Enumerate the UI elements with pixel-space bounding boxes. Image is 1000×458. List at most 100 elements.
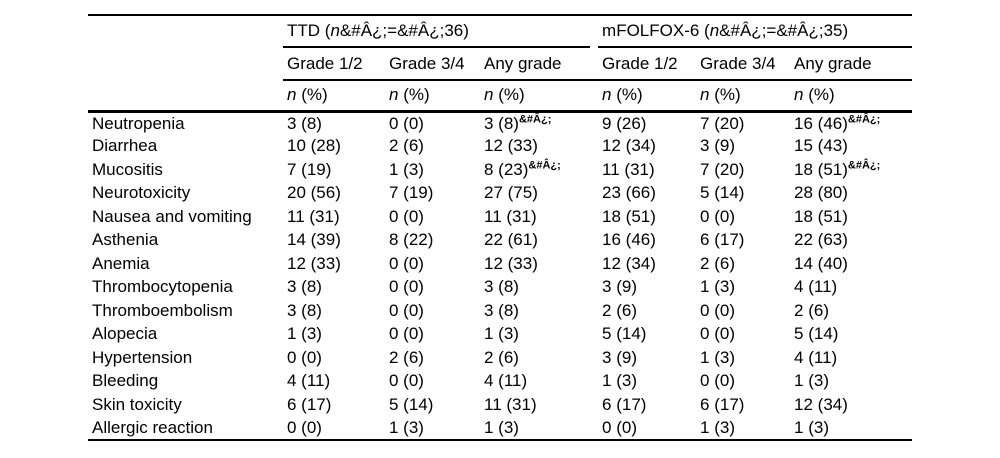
n-symbol: n [700,85,710,105]
cell-mfolfox-grade34: 6 (17) [700,394,745,414]
row-gap-cell [590,252,598,276]
cell-mfolfox-grade12: 23 (66) [602,183,656,203]
cell-ttd-anygrade: 1 (3) [484,324,519,344]
cell-ttd-grade12: 0 (0) [283,416,385,441]
table-row: Alopecia 1 (3) 0 (0) 1 (3) 5 (14) 0 (0) … [88,323,912,347]
row-gap-cell [590,205,598,229]
table-row: Neurotoxicity 20 (56) 7 (19) 27 (75) 23 … [88,182,912,206]
n-percent-header: n (%) [283,80,385,113]
cell-mfolfox-anygrade: 1 (3) [790,416,913,441]
cell-ttd-anygrade: 11 (31) [484,206,537,226]
cell-mfolfox-grade34: 1 (3) [700,347,735,367]
table-row: Bleeding 4 (11) 0 (0) 4 (11) 1 (3) 0 (0)… [88,370,912,394]
ttd-group-title-post: &#Â¿;=&#Â¿;36) [339,21,469,40]
cell-mfolfox-anygrade: 4 (11) [794,277,838,297]
cell-mfolfox-anygrade: 2 (6) [794,300,829,320]
adverse-event-label: Bleeding [92,371,159,391]
cell-ttd-grade12: 14 (39) [287,230,341,250]
cell-mfolfox-anygrade: 14 (40) [794,253,848,273]
cell-mfolfox-grade34: 7 (20) [700,159,745,179]
row-gap-cell [590,323,598,347]
cell-ttd-grade34: 0 (0) [389,253,424,273]
n-percent-header: n (%) [385,80,480,113]
n-percent-header: n (%) [480,80,591,113]
adverse-event-label: Alopecia [92,324,158,344]
cell-mfolfox-grade34: 1 (3) [696,416,791,441]
percent-label: (%) [493,85,525,105]
cell-mfolfox-anygrade: 18 (51)&#Â¿; [794,159,881,179]
cell-mfolfox-anygrade: 22 (63) [794,230,848,250]
cell-mfolfox-anygrade: 12 (34) [794,394,848,414]
adverse-event-label: Asthenia [92,230,159,250]
cell-mfolfox-grade34: 0 (0) [700,206,735,226]
row-gap-cell [590,182,598,206]
cell-mfolfox-grade12: 2 (6) [602,300,637,320]
footnote-marker: &#Â¿; [847,112,881,125]
cell-mfolfox-grade34: 7 (20) [700,113,745,133]
table-row: Thrombocytopenia 3 (8) 0 (0) 3 (8) 3 (9)… [88,276,912,300]
cell-mfolfox-grade34: 6 (17) [700,230,745,250]
adverse-event-label: Nausea and vomiting [92,206,252,226]
cell-ttd-grade12: 3 (8) [287,277,322,297]
cell-mfolfox-grade12: 12 (34) [602,136,656,156]
cell-mfolfox-grade12: 11 (31) [602,159,655,179]
table-row: Skin toxicity 6 (17) 5 (14) 11 (31) 6 (1… [88,393,912,417]
ttd-grade12-header: Grade 1/2 [283,47,385,81]
cell-ttd-grade34: 1 (3) [385,416,480,441]
cell-mfolfox-grade12: 1 (3) [602,371,637,391]
row-gap-cell [590,393,598,417]
mfolfox-n-symbol: n [709,21,720,40]
percent-label: (%) [803,85,835,105]
cell-mfolfox-anygrade: 28 (80) [794,183,848,203]
cell-mfolfox-grade34: 5 (14) [700,183,745,203]
row-gap-cell [590,276,598,300]
cell-ttd-grade34: 7 (19) [389,183,434,203]
cell-ttd-grade12: 1 (3) [287,324,322,344]
cell-mfolfox-anygrade: 15 (43) [794,136,848,156]
cell-ttd-grade34: 0 (0) [389,300,424,320]
group-header-row: TTD (n&#Â¿;=&#Â¿;36) mFOLFOX-6 (n&#Â¿;=&… [88,14,913,48]
n-row-empty-cell [88,80,283,113]
cell-mfolfox-grade12: 18 (51) [602,206,656,226]
cell-mfolfox-grade34: 3 (9) [700,136,735,156]
cell-ttd-anygrade: 3 (8)&#Â¿; [484,112,552,133]
n-percent-header-row: n (%) n (%) n (%) n (%) n (%) n (%) [88,80,913,113]
table-row: Thromboembolism 3 (8) 0 (0) 3 (8) 2 (6) … [88,299,912,323]
table-row: Hypertension 0 (0) 2 (6) 2 (6) 3 (9) 1 (… [88,346,912,370]
row-gap-cell [590,158,598,182]
cell-ttd-grade12: 4 (11) [287,371,331,391]
cell-ttd-grade34: 0 (0) [389,371,424,391]
n-percent-header: n (%) [696,80,791,113]
cell-mfolfox-anygrade: 4 (11) [794,347,838,367]
cell-mfolfox-grade12: 16 (46) [602,230,656,250]
cell-ttd-grade34: 1 (3) [389,159,424,179]
cell-mfolfox-grade12: 0 (0) [598,416,697,441]
adverse-event-label: Allergic reaction [88,416,283,441]
row-gap-cell [590,346,598,370]
cell-ttd-grade12: 3 (8) [287,113,322,133]
cell-ttd-grade12: 12 (33) [287,253,341,273]
cell-mfolfox-anygrade: 5 (14) [794,324,839,344]
table-row: Nausea and vomiting 11 (31) 0 (0) 11 (31… [88,205,912,229]
cell-ttd-anygrade: 4 (11) [484,371,528,391]
cell-ttd-anygrade: 1 (3) [480,416,591,441]
ttd-group-title-pre: TTD ( [287,21,331,40]
ttd-grade34-header: Grade 3/4 [385,47,480,81]
cell-ttd-anygrade: 2 (6) [484,347,519,367]
row-gap-cell [590,135,598,159]
mfolfox-anygrade-header: Any grade [790,47,913,81]
n-percent-header: n (%) [790,80,913,113]
adverse-event-label: Mucositis [92,159,163,179]
cell-ttd-anygrade: 22 (61) [484,230,538,250]
cell-ttd-anygrade: 3 (8) [484,300,519,320]
cell-ttd-grade34: 0 (0) [389,113,424,133]
row-gap-cell [590,416,599,441]
cell-ttd-grade34: 5 (14) [389,394,434,414]
row-gap-cell [590,111,598,135]
cell-ttd-anygrade: 11 (31) [484,394,537,414]
cell-ttd-grade12: 0 (0) [287,347,322,367]
ttd-anygrade-header: Any grade [480,47,591,81]
grade-gap-cell [590,47,599,81]
n-symbol: n [794,85,804,105]
